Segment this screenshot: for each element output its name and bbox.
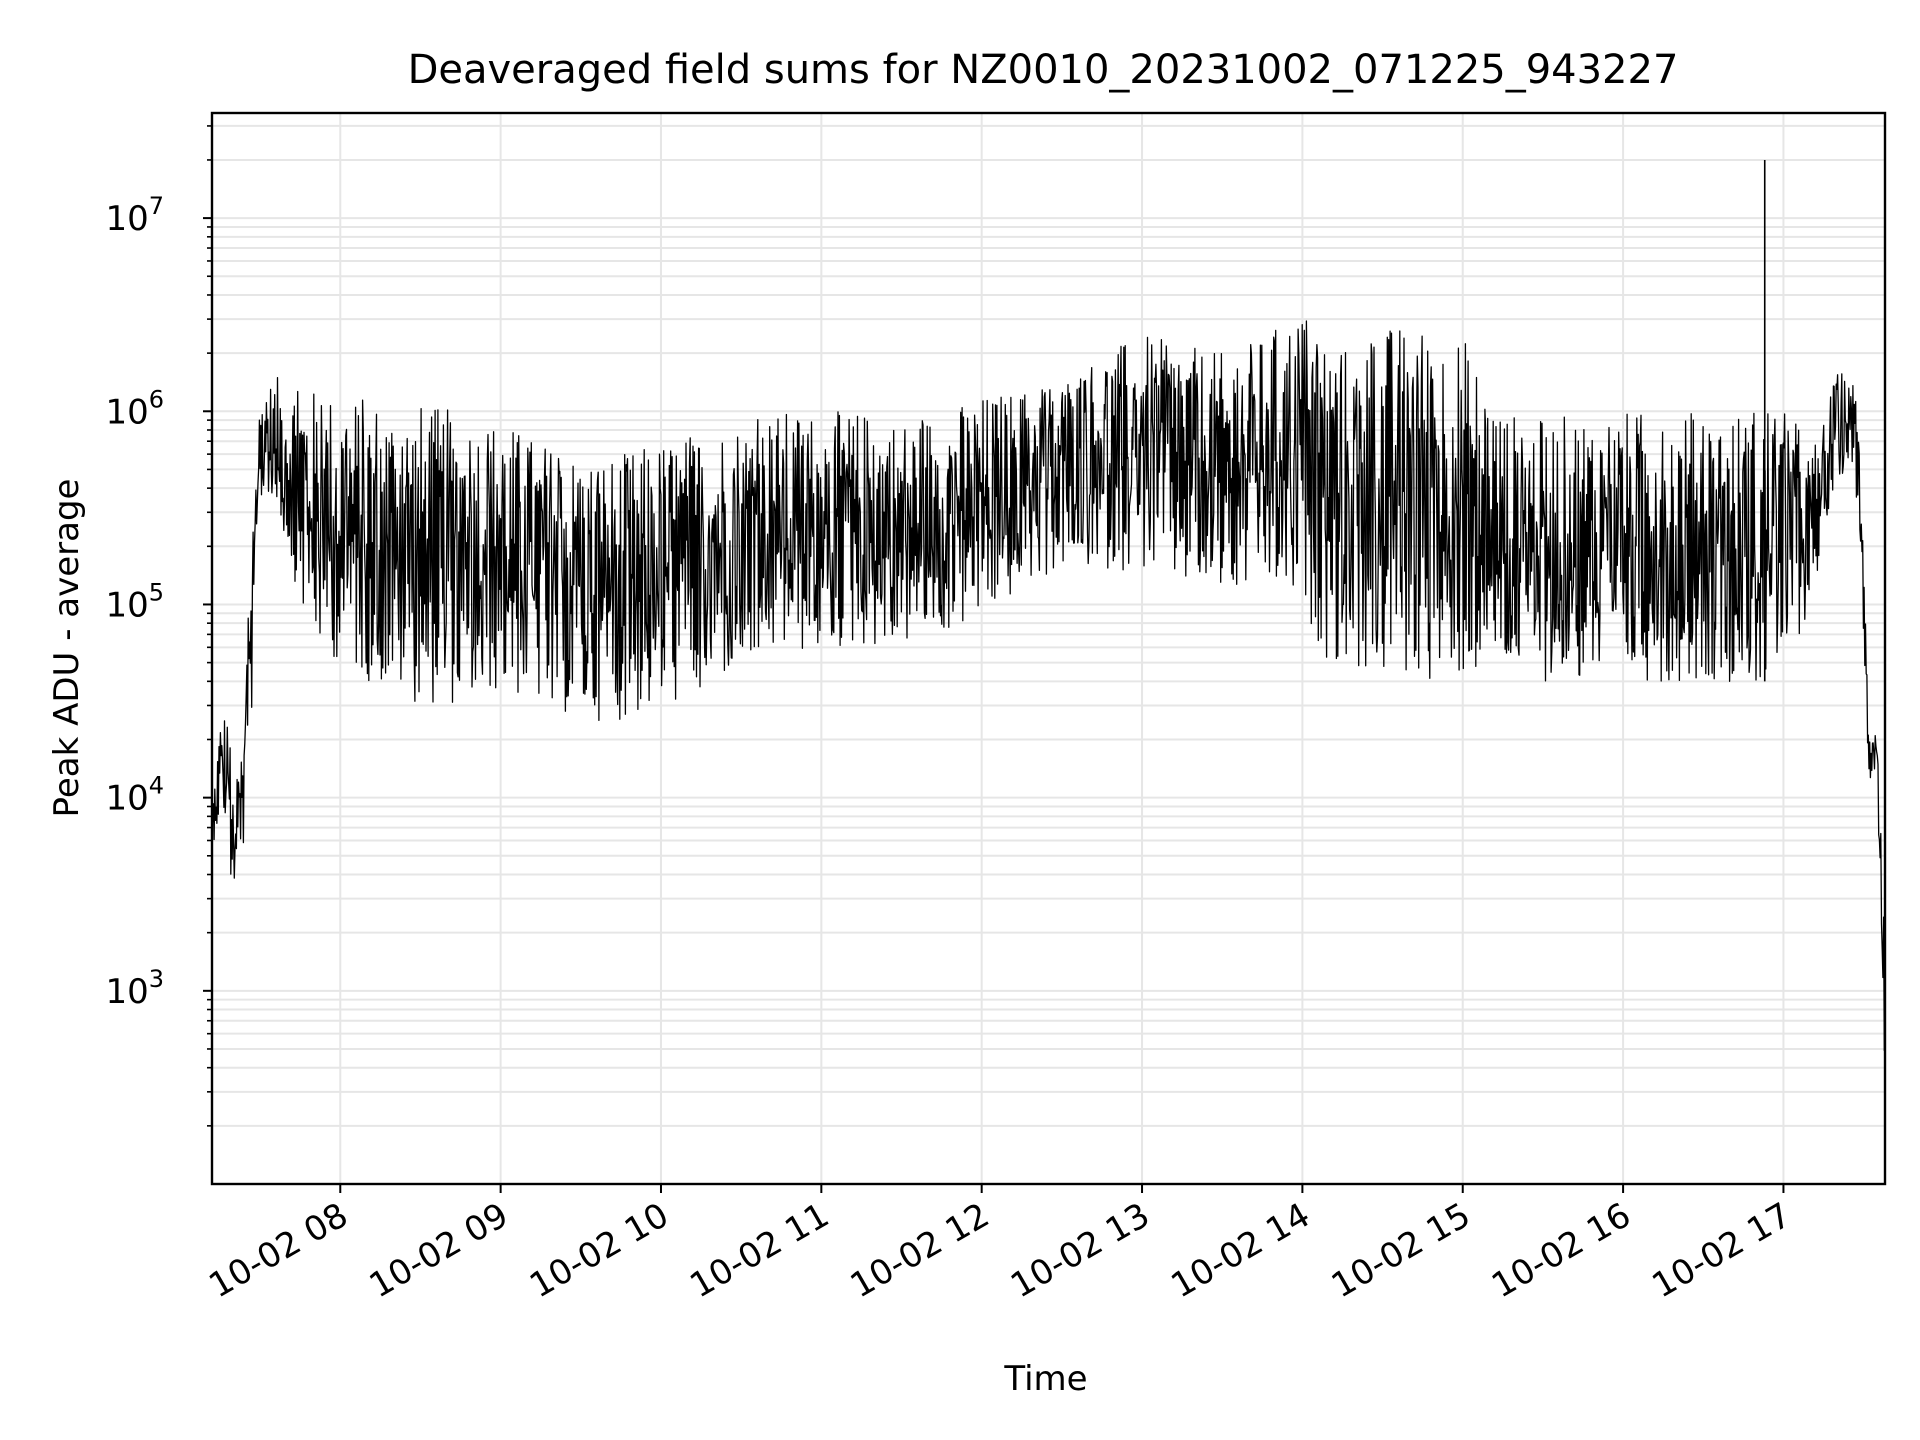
y-tick-exponent: 4 [149,772,164,800]
grid [212,113,1885,1184]
y-tick-base: 10 [105,779,148,819]
y-tick-base: 10 [105,585,148,625]
y-tick-label: 103 [105,965,164,1012]
y-tick-exponent: 5 [149,578,164,606]
y-tick-label: 104 [105,772,164,819]
y-tick-exponent: 7 [149,192,164,220]
y-tick-label: 106 [105,385,164,432]
y-tick-exponent: 3 [149,965,164,993]
y-tick-base: 10 [105,199,148,239]
y-tick-label: 105 [105,578,164,625]
y-tick-exponent: 6 [149,385,164,413]
y-axis-label: Peak ADU - average [47,479,87,818]
y-tick-label: 107 [105,192,164,239]
series-layer [211,159,1886,1052]
y-tick-base: 10 [105,972,148,1012]
y-tick-base: 10 [105,392,148,432]
chart-title: Deaveraged field sums for NZ0010_2023100… [408,47,1679,93]
series-line [211,320,1886,1052]
plot-frame [210,111,1887,1186]
x-axis-label: Time [1003,1359,1087,1399]
